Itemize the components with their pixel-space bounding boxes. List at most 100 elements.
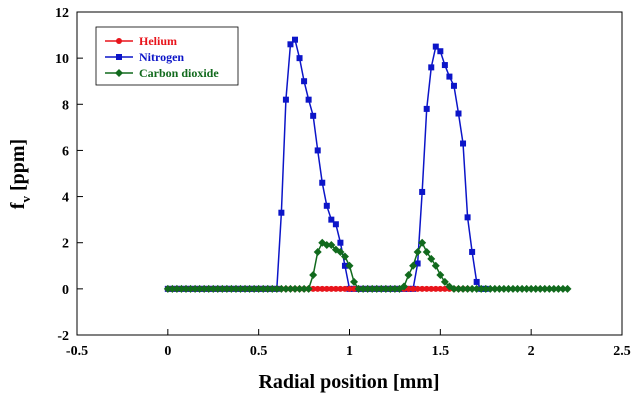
y-tick-label: 12 xyxy=(55,6,69,21)
data-point-nitrogen xyxy=(469,248,476,255)
data-point-helium xyxy=(423,285,430,292)
data-point-carbon-dioxide xyxy=(477,284,486,293)
data-point-carbon-dioxide xyxy=(468,284,477,293)
x-axis: -0.5 0 0.5 1 1.5 2 2.5 xyxy=(66,329,631,359)
data-point-carbon-dioxide xyxy=(363,284,372,293)
data-point-nitrogen xyxy=(455,110,462,117)
data-point-carbon-dioxide xyxy=(163,284,172,293)
data-point-helium xyxy=(310,285,317,292)
data-point-carbon-dioxide xyxy=(427,254,436,263)
data-point-carbon-dioxide xyxy=(418,238,427,247)
data-point-carbon-dioxide xyxy=(368,284,377,293)
y-axis-title: fv [ppm] xyxy=(7,139,33,209)
y-tick-label: 4 xyxy=(62,191,69,206)
data-point-nitrogen xyxy=(423,105,430,112)
data-point-carbon-dioxide xyxy=(200,284,209,293)
data-point-nitrogen xyxy=(296,55,303,62)
data-point-carbon-dioxide xyxy=(563,284,572,293)
legend-marker-nitrogen xyxy=(116,54,122,60)
data-point-helium xyxy=(337,285,344,292)
data-point-nitrogen xyxy=(282,96,289,103)
legend-marker-helium xyxy=(116,38,122,44)
data-point-nitrogen xyxy=(287,41,294,48)
legend-item-nitrogen: Nitrogen xyxy=(105,50,184,64)
data-point-carbon-dioxide xyxy=(504,284,513,293)
data-point-carbon-dioxide xyxy=(558,284,567,293)
data-point-carbon-dioxide xyxy=(177,284,186,293)
y-tick-label: 2 xyxy=(62,237,69,252)
data-point-carbon-dioxide xyxy=(304,284,313,293)
data-point-carbon-dioxide xyxy=(440,277,449,286)
data-point-helium xyxy=(437,285,444,292)
series-carbon-dioxide xyxy=(163,238,572,293)
data-point-carbon-dioxide xyxy=(227,284,236,293)
data-point-helium xyxy=(414,285,421,292)
data-point-carbon-dioxide xyxy=(499,284,508,293)
data-point-carbon-dioxide xyxy=(354,284,363,293)
data-point-carbon-dioxide xyxy=(518,284,527,293)
data-point-nitrogen xyxy=(450,82,457,89)
y-tick-label: 6 xyxy=(62,144,69,159)
y-tick-label: 0 xyxy=(62,283,69,298)
data-point-carbon-dioxide xyxy=(286,284,295,293)
y-axis-title-main: f xyxy=(7,202,29,209)
y-axis-title-unit: [ppm] xyxy=(7,139,29,196)
data-point-carbon-dioxide xyxy=(509,284,517,293)
data-point-carbon-dioxide xyxy=(259,284,268,293)
data-point-helium xyxy=(351,285,358,292)
data-point-carbon-dioxide xyxy=(277,284,286,293)
data-point-carbon-dioxide xyxy=(377,284,386,293)
data-point-carbon-dioxide xyxy=(449,284,458,293)
data-point-nitrogen xyxy=(446,73,453,80)
y-axis-title-subscript: v xyxy=(18,196,33,203)
data-point-carbon-dioxide xyxy=(495,284,504,293)
x-tick-label: -0.5 xyxy=(66,344,88,359)
data-point-carbon-dioxide xyxy=(345,261,354,270)
data-point-carbon-dioxide xyxy=(168,284,177,293)
x-tick-label: 0.5 xyxy=(250,344,268,359)
data-point-carbon-dioxide xyxy=(327,241,336,250)
legend-item-helium: Helium xyxy=(105,34,177,48)
data-point-nitrogen xyxy=(414,260,421,267)
data-point-carbon-dioxide xyxy=(486,284,495,293)
data-point-carbon-dioxide xyxy=(381,284,390,293)
data-point-carbon-dioxide xyxy=(209,284,218,293)
data-point-nitrogen xyxy=(341,262,348,269)
data-point-carbon-dioxide xyxy=(422,247,431,256)
data-point-nitrogen xyxy=(310,112,317,119)
data-point-carbon-dioxide xyxy=(336,247,345,256)
data-point-carbon-dioxide xyxy=(481,284,490,293)
data-point-nitrogen xyxy=(432,43,439,50)
data-point-carbon-dioxide xyxy=(527,284,536,293)
data-point-nitrogen xyxy=(328,216,335,223)
legend-label-helium: Helium xyxy=(139,34,177,48)
legend: Helium Nitrogen Carbon dioxide xyxy=(95,26,239,86)
legend-item-carbon-dioxide: Carbon dioxide xyxy=(105,66,219,80)
data-point-carbon-dioxide xyxy=(400,282,408,291)
data-point-carbon-dioxide xyxy=(386,284,395,293)
data-point-nitrogen xyxy=(464,214,471,221)
data-point-carbon-dioxide xyxy=(472,284,481,293)
data-point-carbon-dioxide xyxy=(182,284,190,293)
data-point-carbon-dioxide xyxy=(454,284,463,293)
data-point-nitrogen xyxy=(323,202,330,209)
data-point-nitrogen xyxy=(473,278,480,285)
data-point-carbon-dioxide xyxy=(436,271,445,280)
data-point-carbon-dioxide xyxy=(295,284,304,293)
data-point-nitrogen xyxy=(332,221,339,228)
data-point-nitrogen xyxy=(314,147,321,154)
data-point-nitrogen xyxy=(319,179,326,186)
x-axis-title: Radial position [mm] xyxy=(258,371,439,393)
data-point-carbon-dioxide xyxy=(222,284,231,293)
data-point-carbon-dioxide xyxy=(204,284,213,293)
data-point-carbon-dioxide xyxy=(213,284,222,293)
x-tick-label: 0 xyxy=(164,344,171,359)
x-tick-label: 2.5 xyxy=(613,344,631,359)
data-point-nitrogen xyxy=(337,239,344,246)
data-point-helium xyxy=(410,285,417,292)
data-point-helium xyxy=(419,285,426,292)
data-point-helium xyxy=(432,285,439,292)
data-point-carbon-dioxide xyxy=(250,284,259,293)
data-point-carbon-dioxide xyxy=(313,247,322,256)
